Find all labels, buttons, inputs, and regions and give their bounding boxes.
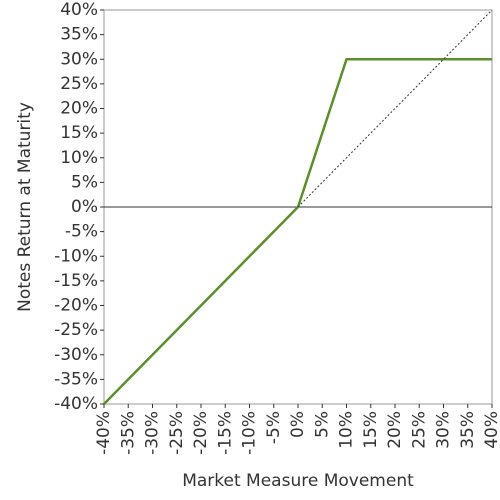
x-tick-label: 5% bbox=[312, 411, 332, 438]
x-tick-label: -30% bbox=[143, 411, 163, 455]
series-line bbox=[297, 9, 493, 208]
x-tick-label: -35% bbox=[118, 411, 138, 455]
y-tick-label: -10% bbox=[54, 246, 98, 266]
x-tick-label: -40% bbox=[94, 411, 114, 455]
series-line bbox=[103, 58, 492, 405]
x-tick-label: 0% bbox=[288, 411, 308, 438]
x-tick-label: 10% bbox=[337, 411, 357, 449]
y-tick-label: -25% bbox=[54, 320, 98, 340]
x-tick-label: -5% bbox=[264, 411, 284, 444]
x-tick-label: -15% bbox=[215, 411, 235, 455]
y-axis-label: Notes Return at Maturity bbox=[15, 102, 35, 312]
x-axis-label: Market Measure Movement bbox=[182, 471, 414, 491]
y-tick-label: -15% bbox=[54, 271, 98, 291]
y-tick-label: 20% bbox=[60, 99, 98, 119]
y-tick-label: 25% bbox=[60, 74, 98, 94]
x-tick-label: 35% bbox=[458, 411, 478, 449]
y-tick-label: -30% bbox=[54, 345, 98, 365]
y-tick-label: 30% bbox=[60, 49, 98, 69]
y-tick-label: 35% bbox=[60, 25, 98, 45]
x-tick-label: 30% bbox=[434, 411, 454, 449]
y-tick-label: 40% bbox=[60, 0, 98, 20]
x-tick-label: 20% bbox=[385, 411, 405, 449]
y-tick-label: -20% bbox=[54, 296, 98, 316]
y-tick-label: 10% bbox=[60, 148, 98, 168]
x-tick-label: -20% bbox=[191, 411, 211, 455]
y-tick-label: -35% bbox=[54, 369, 98, 389]
y-tick-label: 5% bbox=[71, 172, 98, 192]
y-tick-label: -40% bbox=[54, 394, 98, 414]
y-tick-label: -5% bbox=[65, 222, 98, 242]
y-tick-label: 0% bbox=[71, 197, 98, 217]
y-tick-label: 15% bbox=[60, 123, 98, 143]
x-tick-label: 15% bbox=[361, 411, 381, 449]
x-tick-label: -25% bbox=[167, 411, 187, 455]
x-tick-label: -10% bbox=[240, 411, 260, 455]
x-tick-label: 40% bbox=[482, 411, 500, 449]
x-tick-label: 25% bbox=[409, 411, 429, 449]
